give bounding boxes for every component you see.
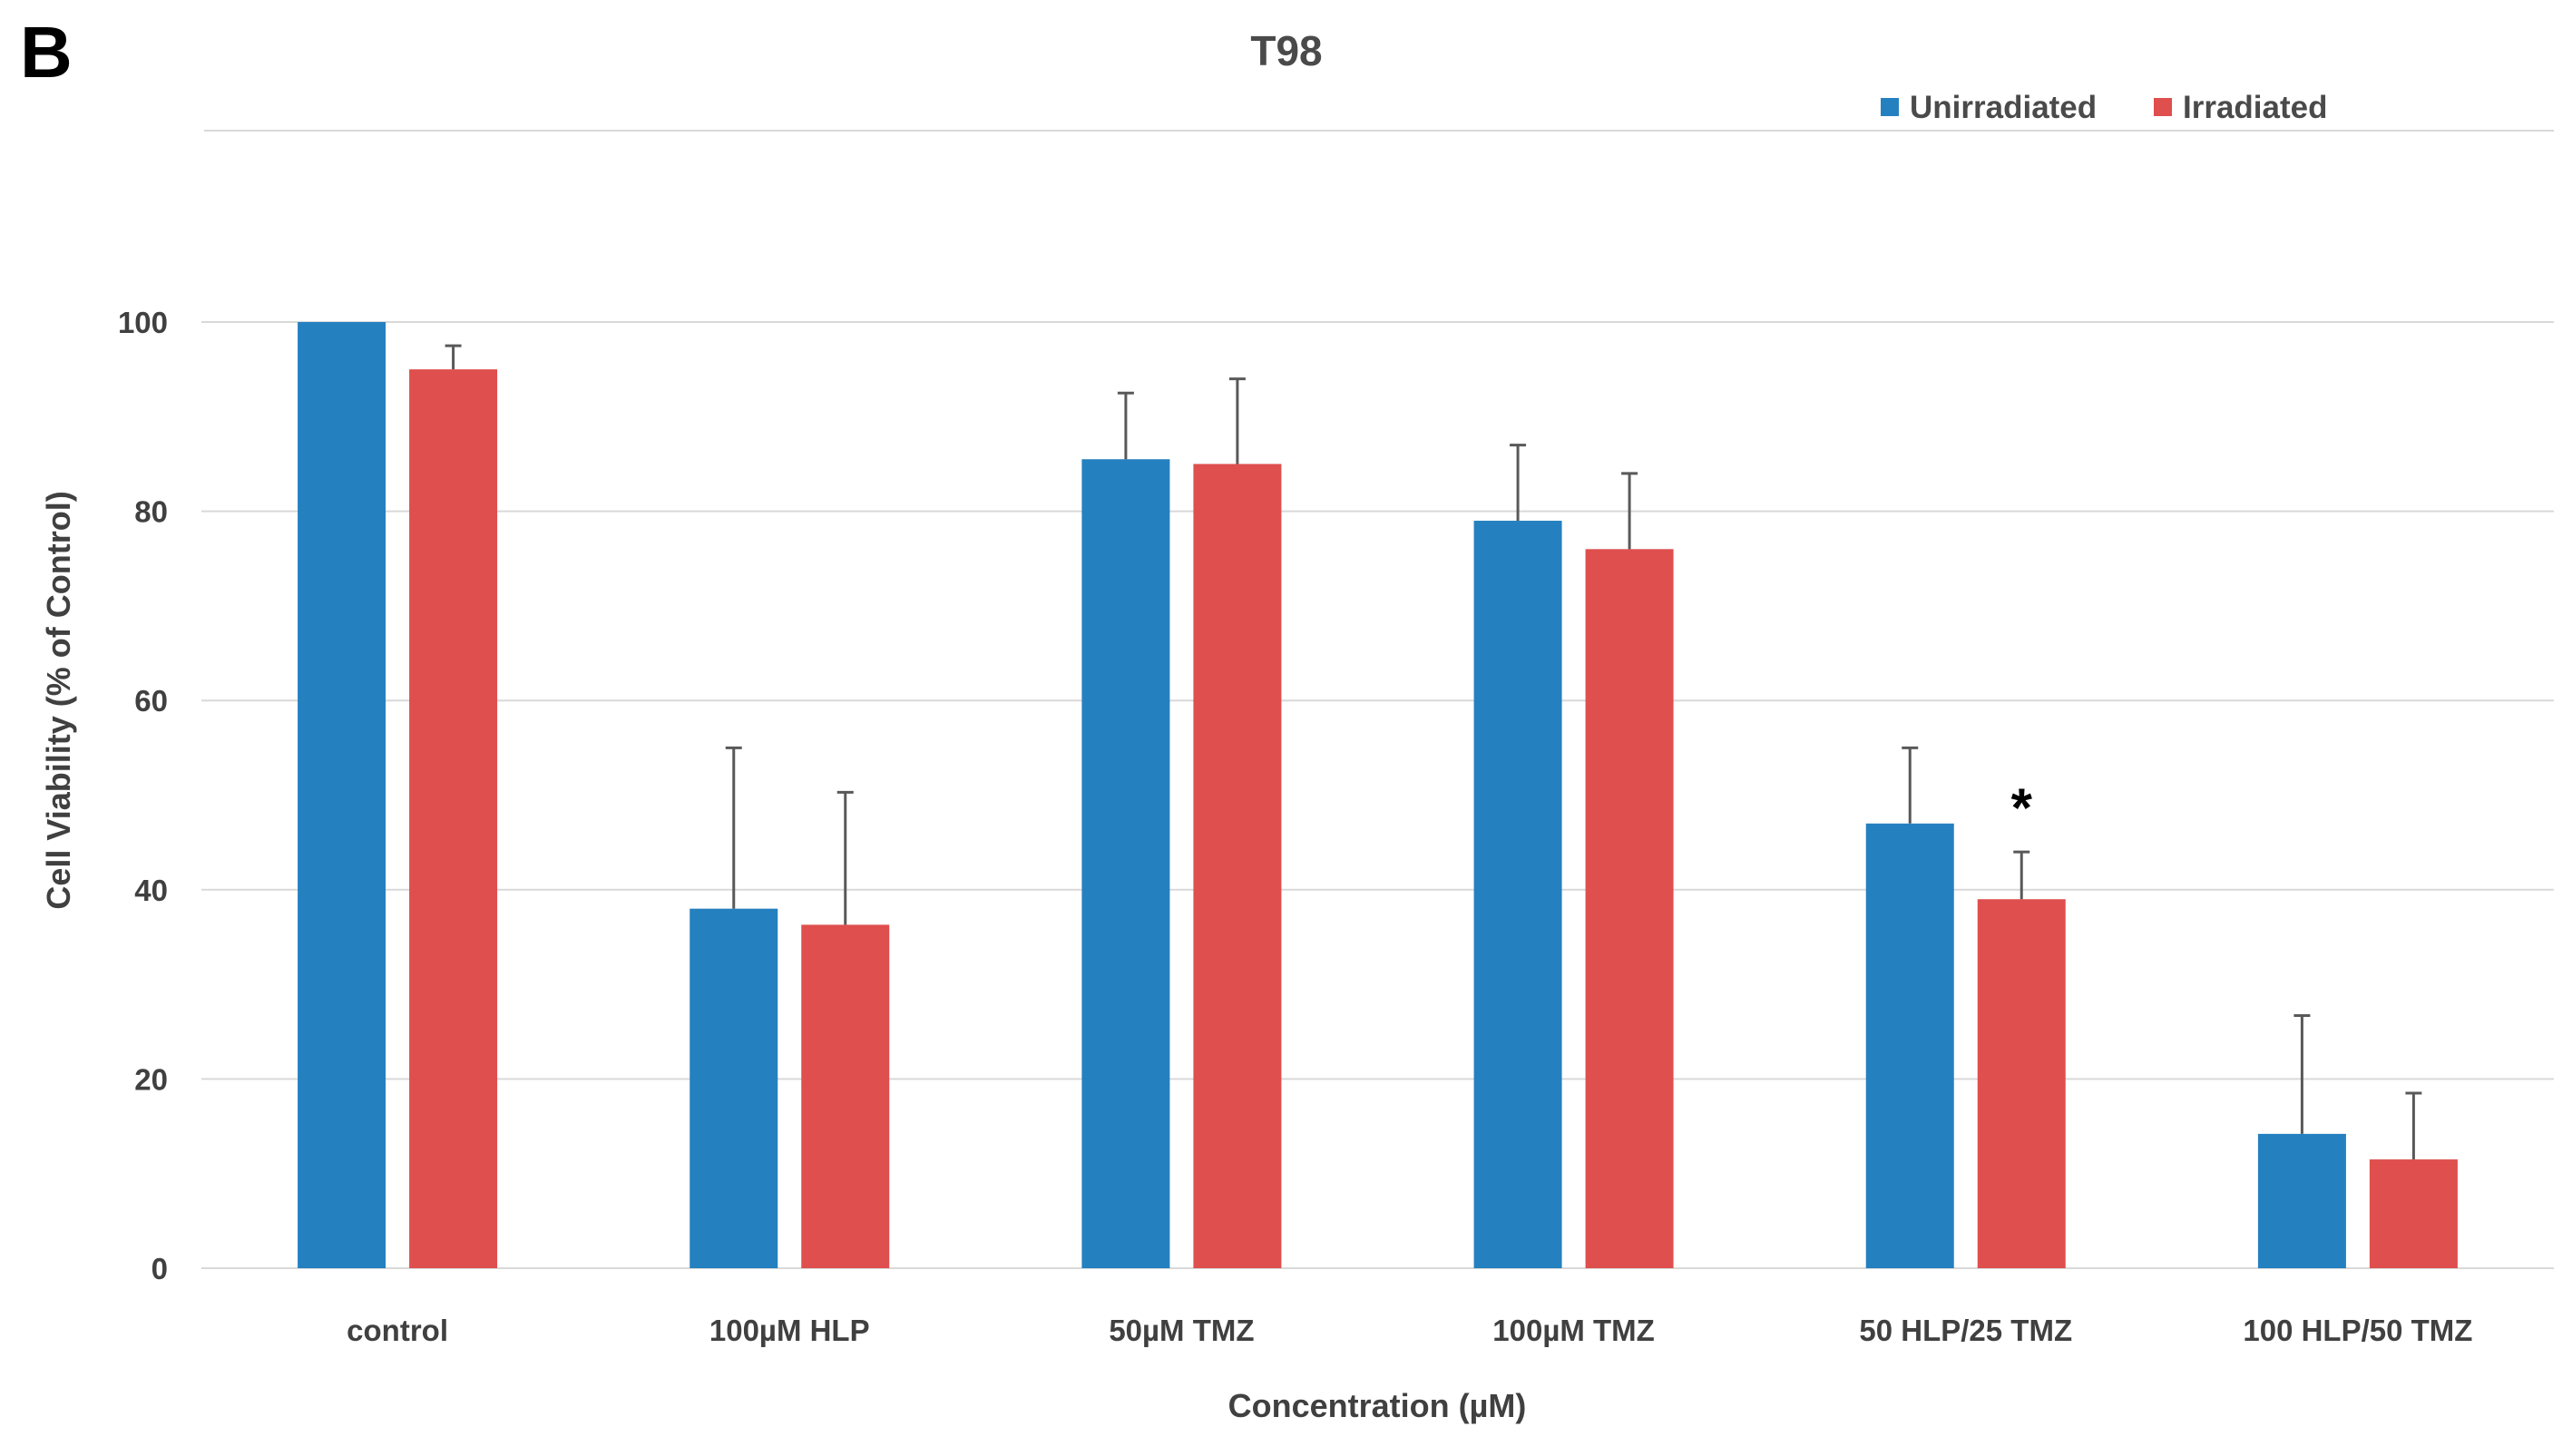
bar-irradiated-1	[801, 924, 890, 1268]
x-category-label-4: 50 HLP/25 TMZ	[1859, 1314, 2072, 1347]
bar-irradiated-2	[1193, 464, 1282, 1268]
y-tick-label-40: 40	[134, 874, 168, 907]
y-tick-label-100: 100	[118, 306, 168, 339]
bar-unirradiated-4	[1865, 823, 1954, 1268]
y-axis-title: Cell Viability (% of Control)	[40, 491, 77, 909]
bar-irradiated-5	[2369, 1159, 2458, 1268]
significance-marker-0: *	[2011, 777, 2033, 838]
x-category-label-3: 100µM TMZ	[1492, 1314, 1655, 1347]
bar-unirradiated-3	[1473, 521, 1562, 1268]
bar-unirradiated-5	[2257, 1133, 2346, 1268]
legend-swatch-irradiated	[2154, 98, 2172, 116]
x-axis-title: Concentration (µM)	[1228, 1387, 1527, 1424]
bar-irradiated-3	[1585, 549, 1674, 1268]
y-tick-label-20: 20	[134, 1062, 168, 1096]
bar-unirradiated-2	[1081, 459, 1170, 1268]
x-category-label-0: control	[347, 1314, 448, 1347]
annotations: *	[2011, 777, 2033, 838]
error-bars	[445, 344, 2422, 1160]
legend-swatch-unirradiated	[1881, 98, 1899, 116]
y-tick-label-0: 0	[152, 1252, 168, 1285]
legend-label-irradiated: Irradiated	[2183, 90, 2328, 125]
bars	[298, 322, 2458, 1268]
legend: Unirradiated Irradiated	[1881, 90, 2328, 125]
bar-irradiated-4	[1977, 899, 2066, 1268]
x-category-label-1: 100µM HLP	[709, 1314, 870, 1347]
x-category-label-2: 50µM TMZ	[1109, 1314, 1254, 1347]
gridlines	[201, 321, 2554, 1269]
x-category-label-5: 100 HLP/50 TMZ	[2243, 1314, 2472, 1347]
chart-title: T98	[1250, 27, 1322, 74]
y-tick-label-80: 80	[134, 495, 168, 529]
bar-unirradiated-1	[689, 908, 778, 1268]
panel-label: B	[20, 12, 73, 93]
y-axis-ticks: 0 20 40 60 80 100	[118, 306, 168, 1285]
x-axis-categories: control 100µM HLP 50µM TMZ 100µM TMZ 50 HLP/…	[347, 1314, 2472, 1347]
y-tick-label-60: 60	[134, 684, 168, 718]
bar-unirradiated-0	[298, 322, 386, 1268]
bar-irradiated-0	[409, 369, 498, 1268]
legend-label-unirradiated: Unirradiated	[1910, 90, 2097, 125]
